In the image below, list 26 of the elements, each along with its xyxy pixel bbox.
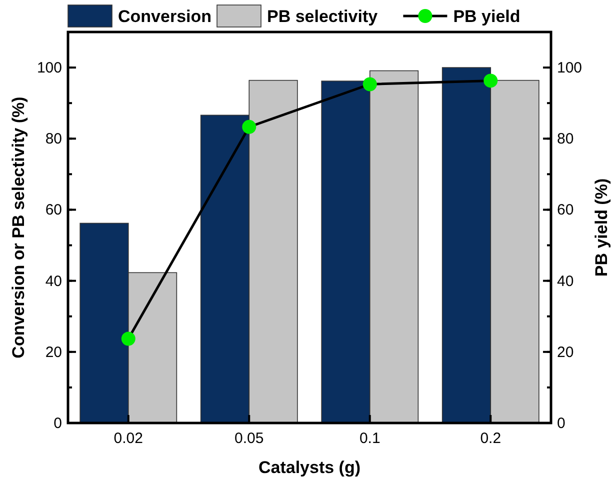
x-tick-label: 0.2 (480, 430, 502, 447)
point (362, 77, 377, 92)
legend-label: Conversion (118, 7, 212, 26)
point (121, 332, 136, 346)
legend-label: PB yield (453, 7, 520, 26)
y2-tick-label: 60 (557, 202, 574, 219)
point (242, 120, 256, 134)
y-tick-label: 0 (54, 415, 62, 432)
point (484, 74, 498, 88)
y2-tick-label: 80 (557, 130, 574, 148)
y-axis-title: Conversion or PB selectivity (%) (9, 96, 28, 358)
y2-tick-label: 20 (557, 344, 574, 361)
y-tick-label: 60 (45, 202, 62, 219)
x-axis-title: Catalysts (g) (258, 458, 361, 477)
x-tick-label: 0.05 (234, 430, 264, 447)
y2-axis-title: PB yield (%) (592, 178, 611, 277)
y-tick-label: 80 (45, 130, 62, 148)
y2-tick-label: 100 (557, 60, 582, 77)
x-tick-label: 0.02 (114, 430, 143, 447)
y2-tick-label: 40 (557, 272, 574, 290)
y-tick-label: 40 (45, 272, 62, 290)
legend-label: PB selectivity (267, 7, 378, 26)
x-tick-label: 0.1 (359, 430, 380, 447)
y-tick-label: 20 (45, 344, 62, 361)
y2-tick-label: 0 (557, 415, 566, 432)
y-tick-label: 100 (36, 60, 62, 77)
